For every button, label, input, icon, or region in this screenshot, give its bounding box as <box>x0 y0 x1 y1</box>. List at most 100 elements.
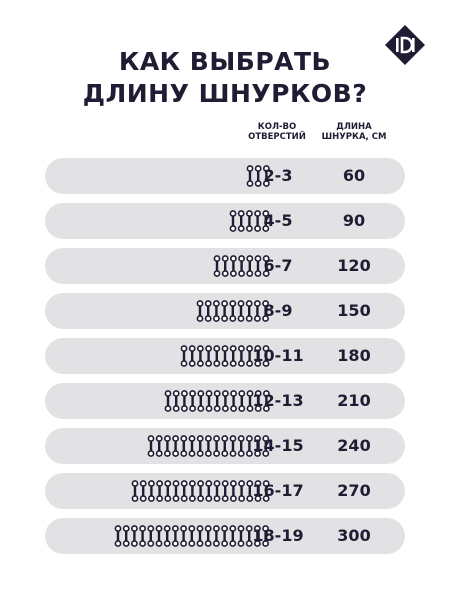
eyelet-pair <box>213 525 221 547</box>
holes-count: 12-13 <box>252 391 304 410</box>
eyelet-pair <box>188 480 196 502</box>
eyelet-pair <box>229 525 237 547</box>
eyelet-pair <box>238 390 245 412</box>
eyelet-pair <box>180 435 188 457</box>
eyelet-pair <box>238 255 245 277</box>
eyelet-pair <box>172 435 180 457</box>
table-row: 18-19 300 <box>45 518 405 554</box>
eyelet-pair <box>197 525 204 547</box>
table-row: 6-7 120 <box>45 248 405 284</box>
eyelet-pair <box>254 255 262 277</box>
lace-length: 60 <box>342 166 366 185</box>
eyelet-pair <box>205 525 213 547</box>
eyelet-pair <box>164 435 172 457</box>
eyelet-pair <box>188 435 196 457</box>
eyelet-pair <box>254 165 262 187</box>
eyelet-pair <box>147 435 155 457</box>
eyelet-pair <box>238 345 245 367</box>
eyelet-pair <box>262 480 270 502</box>
eyelet-pair <box>262 435 270 457</box>
brand-logo-icon <box>385 25 425 65</box>
eyelet-pair <box>246 390 254 412</box>
eyelet-pair <box>221 345 229 367</box>
eyelet-pair <box>172 480 180 502</box>
lace-holes-icon <box>131 480 270 502</box>
lace-length-table: 2-3 60 4-5 90 6-7 120 8-9 150 10-11 180 … <box>45 158 405 563</box>
table-row: 12-13 210 <box>45 383 405 419</box>
eyelet-pair <box>213 390 221 412</box>
eyelet-pair <box>123 525 131 547</box>
eyelet-pair <box>205 480 213 502</box>
eyelet-pair <box>254 345 262 367</box>
holes-count: 16-17 <box>252 481 304 500</box>
eyelet-pair <box>246 300 254 322</box>
eyelet-pair <box>262 300 270 322</box>
eyelet-pair <box>262 345 270 367</box>
eyelet-pair <box>229 300 237 322</box>
lace-holes-icon <box>197 300 270 322</box>
eyelet-pair <box>180 390 188 412</box>
eyelet-pair <box>254 525 262 547</box>
holes-count: 2-3 <box>263 166 293 185</box>
eyelet-pair <box>180 480 188 502</box>
eyelet-pair <box>262 525 270 547</box>
title-line-1: КАК ВЫБРАТЬ <box>118 47 332 76</box>
eyelet-pair <box>229 390 237 412</box>
eyelet-pair <box>246 435 254 457</box>
eyelet-pair <box>221 390 229 412</box>
lace-length: 90 <box>342 211 366 230</box>
lace-length: 150 <box>337 301 371 320</box>
holes-count: 6-7 <box>263 256 293 275</box>
holes-count: 4-5 <box>263 211 293 230</box>
column-header-length-line-1: ДЛИНА <box>336 122 372 132</box>
eyelet-pair <box>115 525 122 547</box>
eyelet-pair <box>254 480 262 502</box>
eyelet-pair <box>238 435 245 457</box>
lace-length: 210 <box>337 391 371 410</box>
eyelet-pair <box>262 390 270 412</box>
eyelet-pair <box>131 525 139 547</box>
eyelet-pair <box>246 525 254 547</box>
eyelet-pair <box>238 300 245 322</box>
eyelet-pair <box>246 255 254 277</box>
eyelet-pair <box>213 435 221 457</box>
eyelet-pair <box>254 390 262 412</box>
lace-length: 240 <box>337 436 371 455</box>
table-row: 16-17 270 <box>45 473 405 509</box>
lace-holes-icon <box>213 255 270 277</box>
eyelet-pair <box>229 480 237 502</box>
eyelet-pair <box>238 480 245 502</box>
page-title: КАК ВЫБРАТЬ ДЛИНУ ШНУРКОВ? <box>0 46 450 110</box>
lace-holes-icon <box>246 165 270 187</box>
eyelet-pair <box>188 390 196 412</box>
eyelet-pair <box>196 345 204 367</box>
table-row: 10-11 180 <box>45 338 405 374</box>
eyelet-pair <box>147 480 155 502</box>
eyelet-pair <box>172 390 180 412</box>
lace-length: 180 <box>337 346 371 365</box>
lace-holes-icon <box>147 435 270 457</box>
title-line-2: ДЛИНУ ШНУРКОВ? <box>82 79 368 108</box>
eyelet-pair <box>246 165 254 187</box>
eyelet-pair <box>262 165 270 187</box>
eyelet-pair <box>156 435 163 457</box>
table-row: 2-3 60 <box>45 158 405 194</box>
column-header-holes: КОЛ-ВО ОТВЕРСТИЙ <box>232 122 322 142</box>
eyelet-pair <box>139 480 147 502</box>
lace-holes-icon <box>164 390 270 412</box>
eyelet-pair <box>229 210 237 232</box>
eyelet-pair <box>254 210 262 232</box>
eyelet-pair <box>246 480 254 502</box>
eyelet-pair <box>254 435 262 457</box>
eyelet-pair <box>221 435 229 457</box>
eyelet-pair <box>188 345 196 367</box>
holes-count: 14-15 <box>252 436 304 455</box>
eyelet-pair <box>197 390 204 412</box>
eyelet-pair <box>147 525 155 547</box>
eyelet-pair <box>246 345 253 367</box>
eyelet-pair <box>229 255 237 277</box>
column-header-length: ДЛИНА ШНУРКА, СМ <box>309 122 399 142</box>
eyelet-pair <box>180 345 188 367</box>
eyelet-pair <box>262 210 270 232</box>
eyelet-pair <box>262 255 270 277</box>
